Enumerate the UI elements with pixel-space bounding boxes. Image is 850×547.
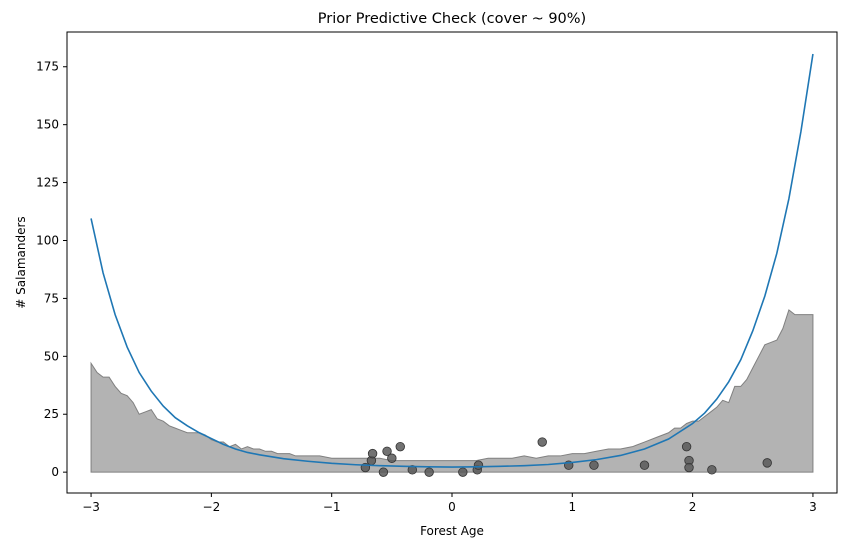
- mean-line: [90, 53, 814, 468]
- observation-point: [395, 441, 405, 452]
- x-axis: −3 −2 −1 0 1 2 3: [82, 493, 817, 514]
- y-tick-label: 25: [44, 407, 59, 421]
- observation-point: [424, 467, 434, 477]
- observation-point: [537, 437, 547, 447]
- y-tick-label: 125: [36, 176, 59, 190]
- observation-point: [639, 460, 650, 470]
- observation-point: [458, 467, 468, 477]
- x-tick-label: −3: [82, 500, 100, 514]
- y-axis: 0 25 50 75 100 125 150 175: [36, 60, 67, 479]
- y-tick-label: 0: [51, 465, 59, 479]
- observation-point: [762, 458, 772, 468]
- observation-point: [684, 462, 694, 473]
- observation-point: [387, 453, 397, 463]
- y-tick-label: 175: [36, 60, 59, 74]
- x-tick-label: −1: [323, 500, 341, 514]
- x-axis-label: Forest Age: [420, 524, 484, 538]
- x-tick-label: 0: [448, 500, 456, 514]
- prediction-band: [90, 309, 814, 473]
- y-tick-label: 75: [44, 291, 59, 305]
- observation-point: [473, 460, 484, 470]
- y-axis-label: # Salamanders: [14, 216, 28, 308]
- observation-point: [681, 441, 692, 452]
- observation-point: [382, 446, 392, 457]
- x-tick-label: 1: [568, 500, 576, 514]
- x-tick-label: −2: [203, 500, 221, 514]
- observation-point: [589, 460, 599, 470]
- observation-point: [367, 448, 378, 459]
- y-tick-label: 50: [44, 349, 59, 363]
- x-tick-label: 2: [689, 500, 697, 514]
- plot-area: [90, 53, 814, 477]
- y-tick-label: 100: [36, 233, 59, 247]
- observation-point: [378, 467, 389, 477]
- x-tick-label: 3: [809, 500, 817, 514]
- y-tick-label: 150: [36, 118, 59, 132]
- chart-title: Prior Predictive Check (cover ~ 90%): [318, 11, 586, 27]
- observation-point: [707, 465, 717, 475]
- observation-point: [407, 465, 417, 475]
